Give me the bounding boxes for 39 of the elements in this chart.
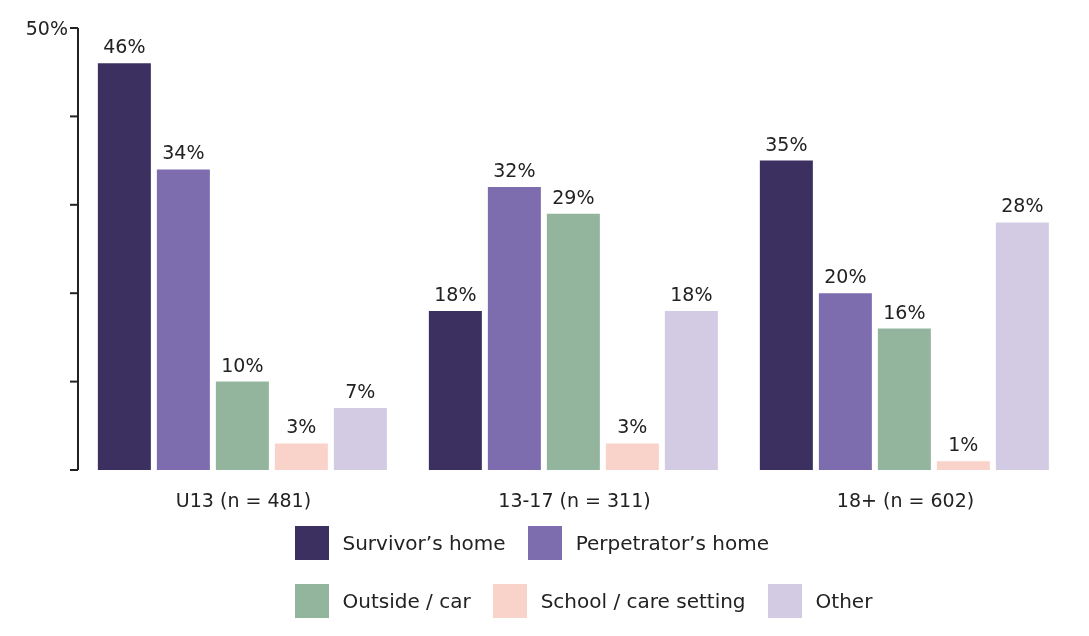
bar	[818, 293, 872, 470]
data-label: 18%	[670, 282, 713, 305]
bar	[274, 443, 328, 470]
data-label: 3%	[286, 415, 317, 438]
data-label: 1%	[948, 433, 979, 456]
data-label: 16%	[883, 300, 926, 323]
bar	[759, 160, 813, 470]
bar	[428, 310, 482, 470]
data-label: 10%	[221, 353, 264, 376]
legend-label: Other	[815, 589, 873, 613]
x-tick-label: U13 (n = 481)	[175, 489, 312, 512]
x-tick-label: 18+ (n = 602)	[836, 489, 975, 512]
bar	[156, 169, 210, 470]
legend-label: Outside / car	[342, 589, 471, 613]
data-label: 46%	[103, 35, 146, 58]
bar	[215, 381, 269, 470]
data-label: 7%	[345, 380, 376, 403]
bar	[605, 443, 659, 470]
bar	[664, 310, 718, 470]
bar	[487, 187, 541, 470]
data-label: 18%	[434, 282, 477, 305]
legend-label: Perpetrator’s home	[575, 531, 769, 555]
data-label: 20%	[824, 265, 867, 288]
data-label: 32%	[493, 159, 536, 182]
bar	[877, 328, 931, 470]
bar	[97, 63, 151, 470]
bar	[333, 408, 387, 470]
bar	[995, 222, 1049, 470]
bar	[936, 461, 990, 470]
data-label: 29%	[552, 185, 595, 208]
data-label: 28%	[1001, 194, 1044, 217]
bar	[546, 213, 600, 470]
data-label: 34%	[162, 141, 205, 164]
x-tick-label: 13-17 (n = 311)	[498, 489, 651, 512]
data-label: 35%	[765, 132, 808, 155]
legend-label: Survivor’s home	[342, 531, 506, 555]
data-label: 3%	[617, 415, 648, 438]
y-tick-label: 50%	[25, 16, 68, 39]
legend-label: School / care setting	[540, 589, 746, 613]
